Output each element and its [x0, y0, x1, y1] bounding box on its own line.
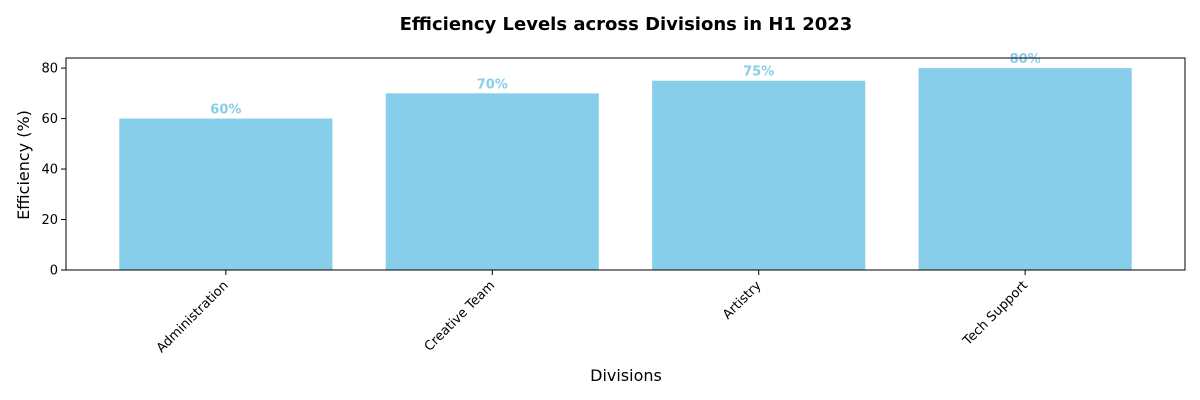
- y-tick-label: 80: [41, 62, 58, 77]
- data-label: 70%: [477, 77, 508, 92]
- x-axis-title: Divisions: [590, 366, 662, 385]
- x-tick-label: Artistry: [720, 278, 765, 323]
- data-label: 80%: [1010, 52, 1041, 67]
- x-tick-label: Administration: [154, 278, 232, 356]
- x-tick-label: Tech Support: [960, 278, 1031, 349]
- chart-title: Efficiency Levels across Divisions in H1…: [400, 14, 853, 35]
- data-label: 60%: [210, 103, 241, 118]
- data-label: 75%: [743, 65, 774, 80]
- data-labels-group: 60% 70% 75% 80%: [210, 52, 1040, 117]
- bars-group: [119, 68, 1132, 270]
- y-axis-title: Efficiency (%): [14, 110, 33, 220]
- y-tick-label: 40: [41, 163, 58, 178]
- plot-frame: [65, 57, 1186, 271]
- y-tick-label: 60: [41, 112, 58, 127]
- x-tick-label: Creative Team: [422, 278, 498, 354]
- bar-administration: [119, 118, 333, 270]
- y-axis: 0 20 40 60 80: [41, 62, 66, 279]
- bar-creative-team: [385, 93, 599, 270]
- y-tick-label: 0: [50, 264, 58, 279]
- x-axis: Administration Creative Team Artistry Tech …: [154, 270, 1031, 356]
- bar-artistry: [652, 80, 866, 270]
- bar-tech-support: [918, 68, 1132, 270]
- y-tick-label: 20: [41, 213, 58, 228]
